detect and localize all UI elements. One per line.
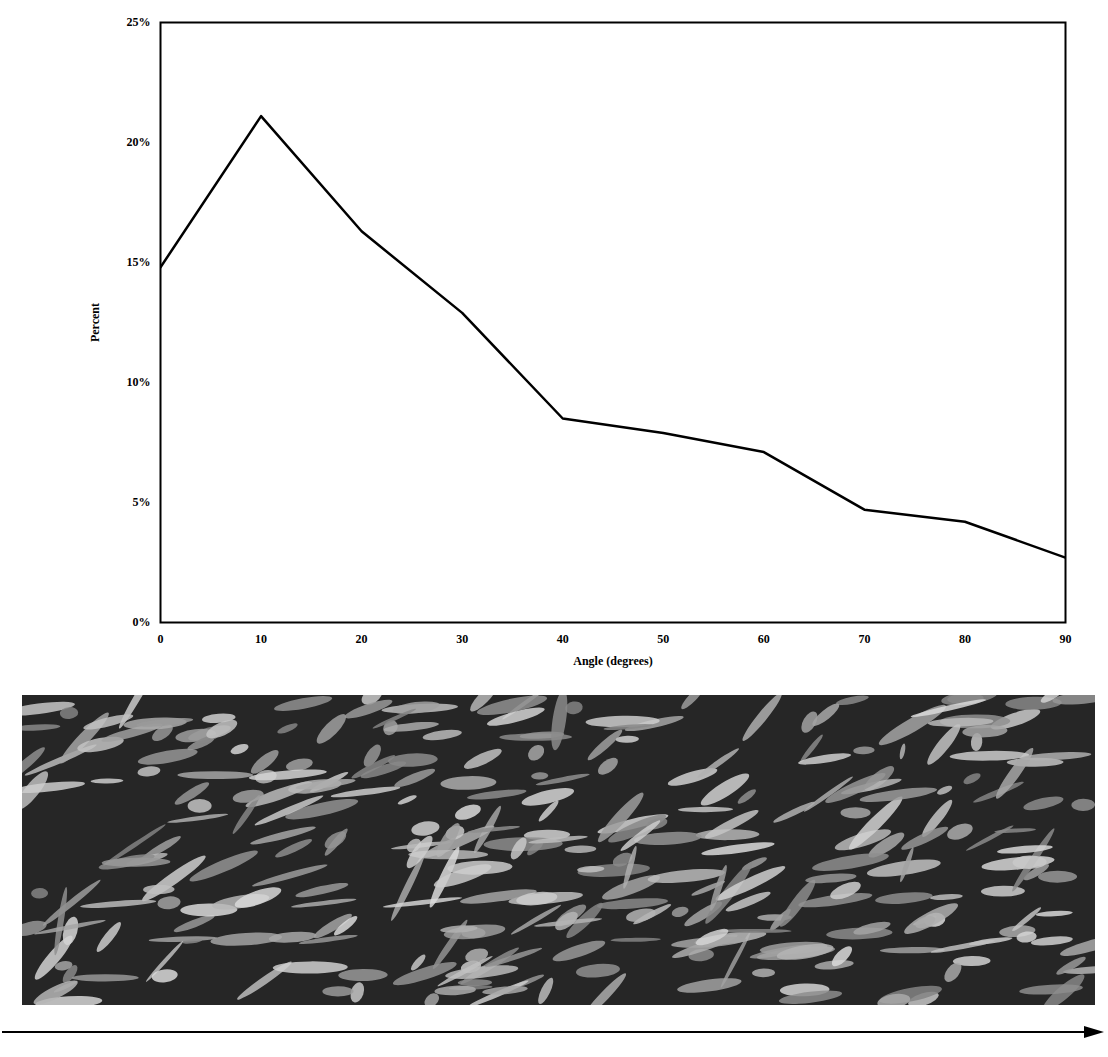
svg-text:Percent: Percent xyxy=(88,303,102,342)
svg-text:0: 0 xyxy=(158,632,164,646)
svg-text:10: 10 xyxy=(255,632,267,646)
svg-text:80: 80 xyxy=(959,632,971,646)
svg-text:10%: 10% xyxy=(127,375,151,389)
svg-text:70: 70 xyxy=(858,632,870,646)
svg-text:90: 90 xyxy=(1060,632,1072,646)
svg-text:5%: 5% xyxy=(133,495,151,509)
svg-text:20%: 20% xyxy=(127,135,151,149)
svg-text:15%: 15% xyxy=(127,255,151,269)
svg-text:25%: 25% xyxy=(127,15,151,29)
svg-text:60: 60 xyxy=(758,632,770,646)
svg-text:Angle (degrees): Angle (degrees) xyxy=(573,654,652,668)
svg-text:40: 40 xyxy=(557,632,569,646)
svg-text:0%: 0% xyxy=(133,615,151,629)
svg-text:30: 30 xyxy=(456,632,468,646)
svg-text:50: 50 xyxy=(657,632,669,646)
svg-text:20: 20 xyxy=(356,632,368,646)
